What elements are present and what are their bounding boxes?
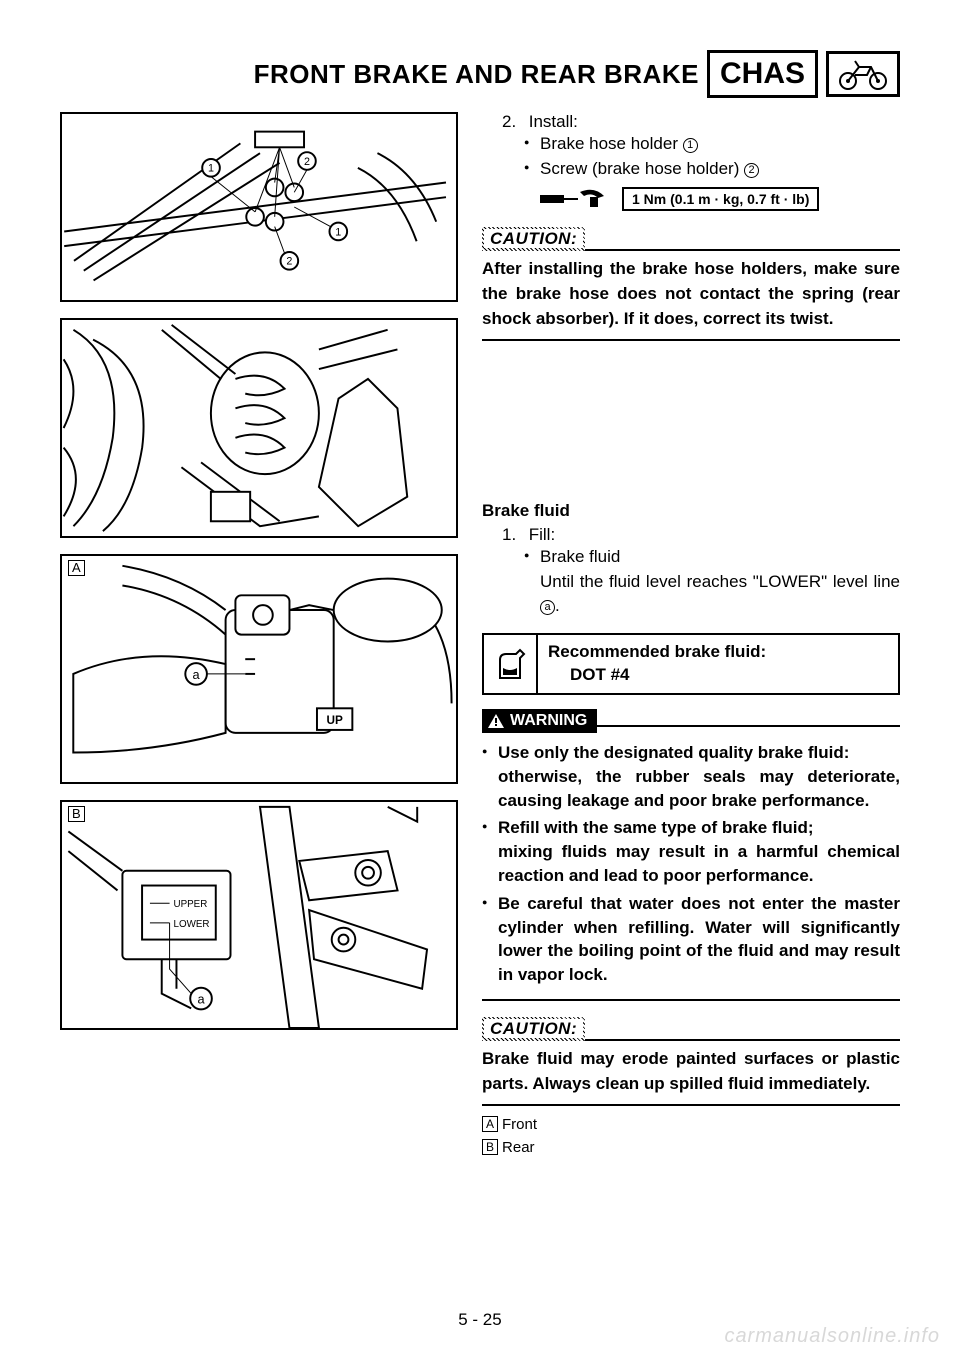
content-columns: 1 2 1 2 <box>60 112 900 1159</box>
svg-text:2: 2 <box>286 256 292 268</box>
ref-circle-2: 2 <box>744 163 759 178</box>
chapter-tag: CHAS <box>707 50 818 98</box>
motorcycle-icon <box>835 57 891 91</box>
up-label: UP <box>326 714 343 727</box>
divider-rule-3 <box>482 1104 900 1106</box>
svg-text:1: 1 <box>335 226 341 238</box>
svg-text:2: 2 <box>304 156 310 168</box>
ref-a-label-2: a <box>197 991 205 1006</box>
ref-circle-1: 1 <box>683 138 698 153</box>
brake-fluid-heading: Brake fluid <box>482 501 900 521</box>
caution-label-2: CAUTION: <box>482 1017 585 1041</box>
step-number: 2. <box>502 112 524 132</box>
vertical-spacer <box>482 341 900 501</box>
caution-1-text: After installing the brake hose holders,… <box>482 257 900 331</box>
torque-value: 1 Nm (0.1 m · kg, 0.7 ft · lb) <box>622 187 819 211</box>
text-column: 2. Install: Brake hose holder 1 Screw (b… <box>482 112 900 1159</box>
upper-label: UPPER <box>174 899 208 910</box>
figure-4-tag: B <box>68 806 85 822</box>
bike-icon-box <box>826 51 900 97</box>
warning-header: WARNING <box>482 709 900 733</box>
caution-2-text: Brake fluid may erode painted surfaces o… <box>482 1047 900 1096</box>
figure-1: 1 2 1 2 <box>60 112 458 302</box>
ref-a-label: a <box>193 667 201 682</box>
fill-step: 1. Fill: <box>502 525 900 545</box>
caution-label: CAUTION: <box>482 227 585 251</box>
step-number-2: 1. <box>502 525 524 545</box>
recommended-text: Recommended brake fluid: DOT #4 <box>538 635 776 693</box>
page-header: FRONT BRAKE AND REAR BRAKE CHAS <box>60 50 900 98</box>
section-title: FRONT BRAKE AND REAR BRAKE <box>254 59 699 90</box>
chapter-tag-label: CHAS <box>720 57 805 91</box>
legend-b: BRear <box>482 1137 900 1160</box>
step-label-2: Fill: <box>529 525 555 544</box>
ref-circle-a: a <box>540 600 555 615</box>
legend-a: AFront <box>482 1114 900 1137</box>
torque-spec: 1 Nm (0.1 m · kg, 0.7 ft · lb) <box>540 187 900 211</box>
watermark: carmanualsonline.info <box>724 1325 940 1348</box>
install-step: 2. Install: <box>502 112 900 132</box>
legend: AFront BRear <box>482 1114 900 1159</box>
lower-label: LOWER <box>174 919 210 930</box>
figure-4: B UPPER LOWER a <box>60 800 458 1030</box>
recommended-box: Recommended brake fluid: DOT #4 <box>482 633 900 695</box>
warning-item-2: Refill with the same type of brake fluid… <box>482 816 900 887</box>
warning-items: Use only the designated quality brake fl… <box>482 741 900 991</box>
install-item-2: Screw (brake hose holder) 2 <box>524 157 900 182</box>
fill-item: Brake fluid <box>524 545 900 570</box>
caution-2-header: CAUTION: <box>482 1013 900 1047</box>
warning-item-1: Use only the designated quality brake fl… <box>482 741 900 812</box>
install-items: Brake hose holder 1 Screw (brake hose ho… <box>524 132 900 181</box>
warning-item-3: Be careful that water does not enter the… <box>482 892 900 987</box>
fluid-icon <box>484 635 538 693</box>
fill-items: Brake fluid <box>524 545 900 570</box>
torque-icon <box>540 188 612 210</box>
warning-label: WARNING <box>482 709 597 733</box>
page: FRONT BRAKE AND REAR BRAKE CHAS <box>0 0 960 1358</box>
warning-triangle-icon <box>488 714 504 728</box>
figure-2 <box>60 318 458 538</box>
caution-1-header: CAUTION: <box>482 223 900 257</box>
svg-text:1: 1 <box>208 163 214 175</box>
fill-desc: Until the fluid level reaches "LOWER" le… <box>540 570 900 619</box>
figures-column: 1 2 1 2 <box>60 112 458 1159</box>
step-label: Install: <box>529 112 578 131</box>
install-item-1: Brake hose holder 1 <box>524 132 900 157</box>
figure-3-tag: A <box>68 560 85 576</box>
figure-3: A UP a <box>60 554 458 784</box>
